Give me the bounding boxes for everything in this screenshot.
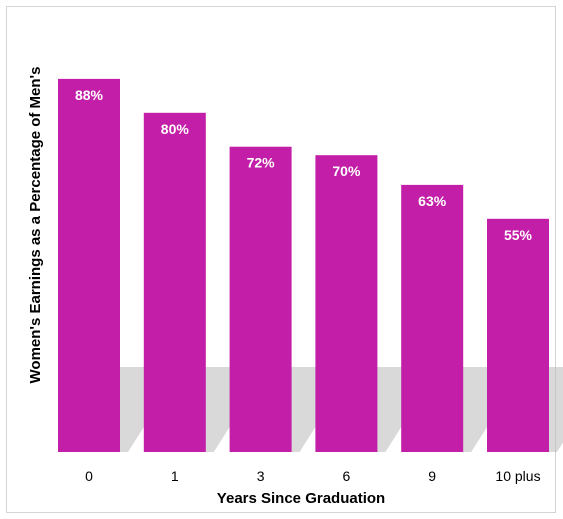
- bar-value-label: 70%: [332, 163, 361, 179]
- bar-value-label: 63%: [418, 193, 447, 209]
- y-axis-title: Women's Earnings as a Percentage of Men'…: [27, 67, 44, 384]
- x-tick-label: 10 plus: [495, 468, 540, 484]
- x-tick-label: 3: [257, 468, 265, 484]
- bar-value-label: 72%: [247, 155, 276, 171]
- bar: [58, 78, 120, 452]
- bar: [401, 184, 464, 452]
- x-tick-label: 6: [343, 468, 351, 484]
- x-tick-label: 1: [171, 468, 179, 484]
- bar: [315, 155, 378, 452]
- value-labels: 88% 80% 72% 70% 63% 55%: [75, 87, 533, 243]
- x-tick-label: 0: [85, 468, 93, 484]
- x-axis-title: Years Since Graduation: [217, 490, 385, 507]
- bar-value-label: 55%: [504, 227, 533, 243]
- bar-value-label: 80%: [161, 121, 190, 137]
- bars: [58, 78, 549, 453]
- x-tick-label: 9: [428, 468, 436, 484]
- bar: [143, 112, 206, 453]
- bar: [487, 218, 549, 452]
- bar: [229, 146, 292, 452]
- x-tick-labels: 0 1 3 6 9 10 plus: [85, 468, 540, 484]
- bar-value-label: 88%: [75, 87, 104, 103]
